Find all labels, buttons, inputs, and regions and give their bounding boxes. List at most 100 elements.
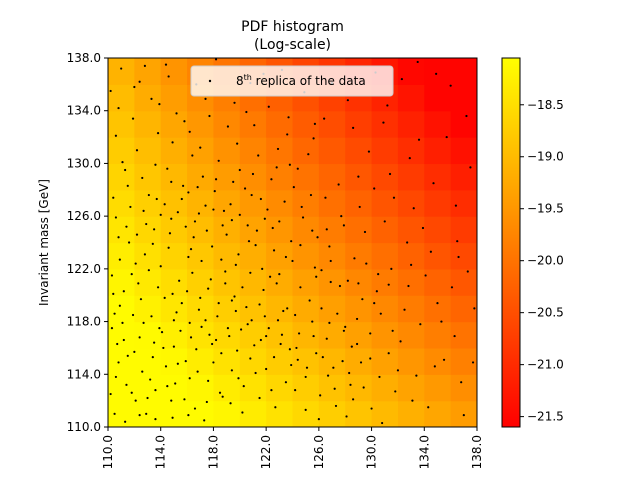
scatter-point [403, 308, 406, 311]
heatmap-cell [450, 268, 477, 296]
scatter-point [112, 196, 115, 199]
scatter-point [133, 85, 136, 89]
scatter-point [174, 382, 177, 385]
heatmap-cell [160, 189, 188, 217]
scatter-point [228, 334, 231, 338]
scatter-point [382, 121, 385, 124]
scatter-point [237, 253, 240, 256]
legend-label-suffix: replica of the data [252, 74, 366, 88]
scatter-point [167, 246, 170, 249]
scatter-point [109, 89, 112, 93]
heatmap-cell [318, 400, 346, 427]
scatter-point [370, 407, 373, 410]
scatter-point [257, 154, 260, 157]
scatter-point [212, 361, 215, 364]
scatter-point [237, 377, 240, 380]
scatter-point [460, 381, 463, 384]
scatter-point [435, 72, 438, 75]
scatter-point [213, 190, 216, 193]
scatter-point [276, 147, 280, 151]
heatmap-cell [108, 321, 135, 349]
scatter-point [226, 125, 230, 128]
scatter-point [359, 361, 363, 364]
scatter-point [381, 421, 384, 425]
x-tick-label: 130.0 [365, 435, 379, 469]
heatmap-cell [213, 400, 241, 427]
heatmap-cell [134, 110, 162, 138]
scatter-point [171, 141, 174, 144]
heatmap-cell [213, 110, 241, 138]
scatter-point [222, 209, 226, 212]
scatter-point [121, 161, 124, 164]
scatter-point [192, 236, 195, 239]
scatter-point [150, 97, 153, 100]
heatmap-cell [397, 137, 425, 165]
scatter-point [436, 302, 439, 305]
scatter-point [204, 97, 207, 100]
scatter-point [141, 176, 144, 180]
heatmap-cell [108, 216, 135, 244]
scatter-point [122, 338, 125, 342]
scatter-point [150, 315, 153, 318]
scatter-point [149, 378, 152, 381]
scatter-point [407, 284, 410, 288]
heatmap-cell [318, 216, 346, 244]
scatter-point [184, 225, 187, 228]
heatmap-cell [160, 216, 188, 244]
scatter-point [352, 126, 355, 129]
scatter-point [332, 366, 335, 369]
scatter-point [396, 369, 400, 372]
scatter-point [159, 265, 162, 268]
scatter-point [294, 313, 297, 317]
scatter-point [429, 250, 432, 253]
heatmap-cell [134, 295, 162, 323]
scatter-point [267, 105, 270, 108]
scatter-point [127, 241, 131, 244]
scatter-point [265, 334, 268, 338]
scatter-point [153, 228, 156, 231]
heatmap-cell [318, 295, 346, 323]
scatter-point [449, 84, 452, 87]
scatter-point [419, 323, 422, 326]
heatmap-cell [345, 216, 373, 244]
heatmap-cell [292, 137, 320, 165]
heatmap-cell [213, 347, 241, 375]
scatter-point [432, 182, 435, 185]
scatter-point [352, 398, 355, 401]
scatter-point [337, 183, 340, 186]
heatmap-cell [266, 137, 294, 165]
colorbar-tick-label: −21.0 [527, 358, 564, 372]
scatter-point [249, 357, 252, 360]
scatter-point [117, 361, 120, 364]
heatmap-cell [345, 321, 373, 349]
scatter-point [110, 327, 114, 330]
heatmap-cell [187, 110, 215, 138]
scatter-point [163, 296, 166, 299]
scatter-point [247, 240, 251, 243]
heatmap-cell [424, 216, 452, 244]
scatter-point [383, 220, 386, 223]
scatter-point [272, 356, 276, 359]
heatmap-cell [371, 374, 399, 402]
heatmap-cell [160, 110, 188, 138]
scatter-point [196, 370, 199, 373]
scatter-point [304, 375, 307, 379]
scatter-point [130, 273, 133, 276]
scatter-point [469, 166, 472, 169]
scatter-point [350, 345, 353, 348]
scatter-point [250, 193, 253, 197]
scatter-point [125, 383, 128, 386]
heatmap-cell [213, 163, 241, 191]
legend-box [190, 65, 394, 97]
scatter-point [114, 216, 118, 219]
scatter-point [166, 167, 169, 170]
scatter-point [187, 191, 190, 194]
scatter-point [191, 154, 194, 157]
scatter-point [300, 205, 303, 209]
heatmap-cell [292, 374, 320, 402]
scatter-point [466, 270, 469, 273]
heatmap-cell [134, 216, 162, 244]
scatter-point [238, 168, 241, 172]
heatmap-cell [318, 374, 346, 402]
scatter-point [440, 320, 443, 323]
